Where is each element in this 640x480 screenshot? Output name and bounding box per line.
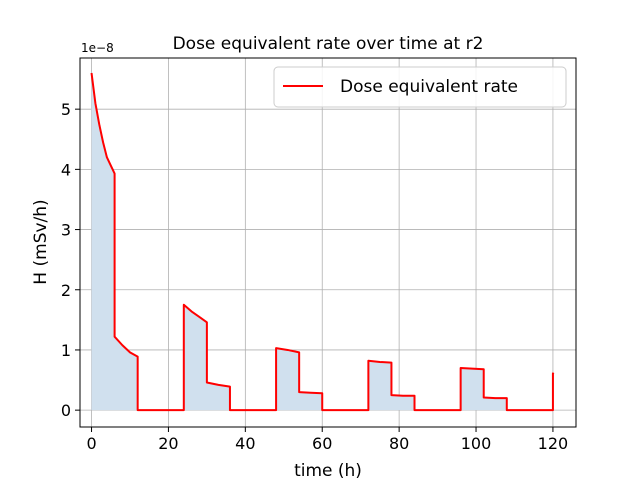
y-axis-title: H (mSv/h) (31, 199, 51, 284)
data-point-0-23 (298, 351, 300, 353)
data-point-0-16 (206, 381, 208, 383)
x-tick-label-4: 80 (389, 434, 409, 453)
data-point-0-39 (483, 368, 485, 370)
data-point-0-27 (321, 409, 323, 411)
data-point-0-15 (206, 321, 208, 323)
data-point-0-13 (191, 310, 193, 312)
y-tick-label-2: 2 (61, 281, 71, 300)
data-point-0-10 (137, 409, 139, 411)
x-tick-label-6: 120 (538, 434, 569, 453)
data-point-0-12 (183, 304, 185, 306)
data-point-0-9 (137, 356, 139, 358)
y-axis-ticks: 0 1 2 3 4 5 (61, 100, 80, 420)
data-point-0-31 (390, 362, 392, 364)
series-line-0 (90, 72, 555, 412)
data-point-0-19 (229, 409, 231, 411)
data-point-0-14 (198, 316, 200, 318)
data-point-0-3 (102, 141, 104, 143)
x-tick-label-1: 20 (158, 434, 178, 453)
data-point-0-26 (321, 392, 323, 394)
legend-label: Dose equivalent rate (340, 77, 518, 97)
y-tick-label-5: 5 (61, 100, 71, 119)
data-point-0-2 (98, 123, 100, 125)
data-point-0-30 (379, 361, 381, 363)
data-point-0-46 (553, 373, 555, 375)
data-point-0-35 (414, 409, 416, 411)
plot-frame (79, 57, 577, 428)
series-lines (90, 72, 555, 412)
data-point-0-38 (471, 368, 473, 370)
data-point-0-5 (114, 173, 116, 175)
legend: Dose equivalent rate (273, 66, 567, 108)
data-point-0-20 (275, 409, 277, 411)
data-point-0-37 (460, 367, 462, 369)
data-point-0-6 (114, 336, 116, 338)
data-point-0-11 (183, 409, 185, 411)
data-point-0-42 (506, 397, 508, 399)
y-axis-scale-label: 1e−8 (81, 41, 114, 55)
data-point-0-7 (121, 344, 123, 346)
data-point-0-1 (94, 102, 96, 104)
x-tick-label-5: 100 (461, 434, 492, 453)
data-point-0-24 (298, 391, 300, 393)
y-tick-label-3: 3 (61, 221, 71, 240)
data-point-0-0 (91, 72, 93, 74)
data-point-0-36 (460, 409, 462, 411)
y-tick-label-0: 0 (61, 401, 71, 420)
data-point-0-33 (402, 395, 404, 397)
data-point-0-4 (106, 156, 108, 158)
data-point-0-40 (483, 397, 485, 399)
data-point-0-34 (414, 395, 416, 397)
y-tick-label-1: 1 (61, 341, 71, 360)
data-point-0-21 (275, 347, 277, 349)
x-axis-ticks: 0 20 40 60 80 100 120 (86, 427, 568, 453)
data-point-0-25 (310, 392, 312, 394)
legend-box (273, 66, 567, 108)
data-point-0-44 (552, 409, 554, 411)
data-point-0-41 (494, 397, 496, 399)
x-tick-label-2: 40 (235, 434, 255, 453)
x-tick-label-3: 60 (312, 434, 332, 453)
data-point-0-18 (229, 386, 231, 388)
y-tick-label-4: 4 (61, 160, 71, 179)
data-point-0-29 (367, 360, 369, 362)
chart-title: Dose equivalent rate over time at r2 (173, 34, 484, 54)
data-point-0-22 (287, 349, 289, 351)
data-point-0-17 (217, 384, 219, 386)
x-tick-label-0: 0 (86, 434, 96, 453)
data-point-0-32 (390, 394, 392, 396)
data-point-0-43 (506, 409, 508, 411)
data-point-0-28 (367, 409, 369, 411)
data-point-0-8 (129, 351, 131, 353)
x-axis-title: time (h) (294, 461, 362, 480)
